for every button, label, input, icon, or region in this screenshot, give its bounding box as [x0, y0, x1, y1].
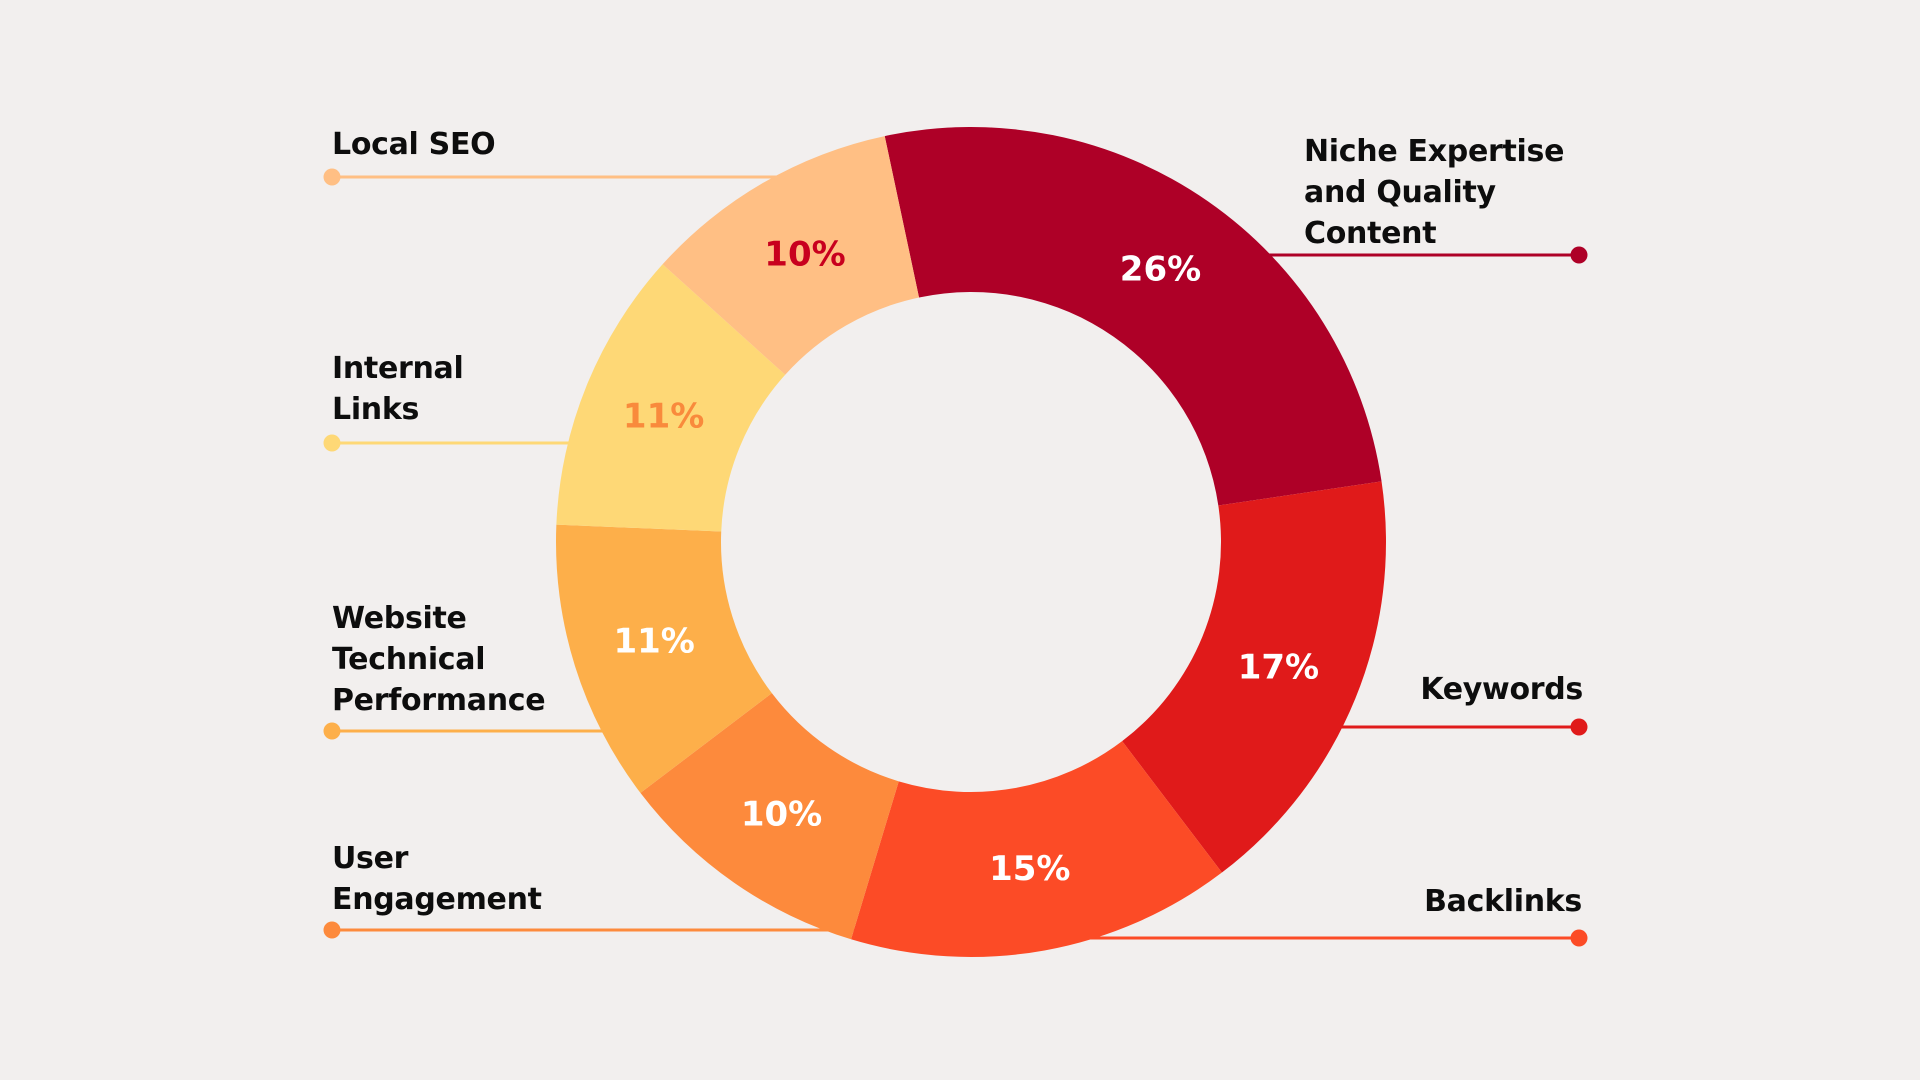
donut-slices — [556, 127, 1386, 957]
leader-lines — [332, 175, 1579, 940]
leader-dot-backlinks — [1570, 929, 1588, 947]
value-label-keywords: 17% — [1238, 647, 1319, 687]
legend-line: Backlinks — [1424, 884, 1582, 919]
slice-user-engagement — [640, 693, 899, 940]
leader-dot-internal-links — [323, 434, 341, 452]
leader-dot-user-engagement — [323, 921, 341, 939]
legend-line: Website — [332, 601, 467, 636]
slice-internal-links — [556, 264, 786, 532]
leader-dot-website-technical-performance — [323, 722, 341, 740]
legend-line: Content — [1304, 216, 1437, 251]
legend-line: and Quality — [1304, 175, 1496, 210]
leader-dot-local-seo — [323, 168, 341, 186]
value-label-internal-links: 11% — [623, 397, 704, 437]
leader-dot-niche-expertise — [1570, 246, 1588, 264]
legend-line: User — [332, 841, 409, 876]
value-labels: 26% 17% 15% 10% 11% 11% 10% — [613, 234, 1319, 888]
value-label-local-seo: 10% — [764, 234, 845, 274]
value-label-backlinks: 15% — [989, 849, 1070, 889]
slice-website-technical-performance — [556, 524, 772, 793]
legend-line: Keywords — [1420, 672, 1583, 707]
legend-label-local-seo: Local SEO — [332, 124, 496, 165]
legend-line: Local SEO — [332, 127, 496, 162]
legend-line: Niche Expertise — [1304, 134, 1565, 169]
legend-line: Engagement — [332, 882, 542, 917]
legend-line: Technical — [332, 642, 486, 677]
slice-niche-expertise — [884, 127, 1382, 506]
legend-label-backlinks: Backlinks — [1424, 881, 1582, 922]
leader-dots — [323, 168, 1588, 947]
leader-dot-keywords — [1570, 718, 1588, 736]
slice-local-seo — [662, 136, 920, 375]
value-label-website-technical-performance: 11% — [613, 621, 694, 661]
legend-label-niche-expertise: Niche Expertise and Quality Content — [1304, 131, 1564, 254]
legend-line: Links — [332, 392, 420, 427]
legend-line: Performance — [332, 683, 546, 718]
legend-label-user-engagement: User Engagement — [332, 838, 542, 920]
value-label-niche-expertise: 26% — [1120, 249, 1201, 289]
legend-label-website-technical-performance: Website Technical Performance — [332, 598, 546, 721]
legend-label-keywords: Keywords — [1420, 669, 1583, 710]
legend-line: Internal — [332, 351, 464, 386]
legend-label-internal-links: Internal Links — [332, 348, 464, 430]
slice-keywords — [1122, 481, 1386, 873]
slice-backlinks — [851, 741, 1222, 957]
value-label-user-engagement: 10% — [741, 795, 822, 835]
